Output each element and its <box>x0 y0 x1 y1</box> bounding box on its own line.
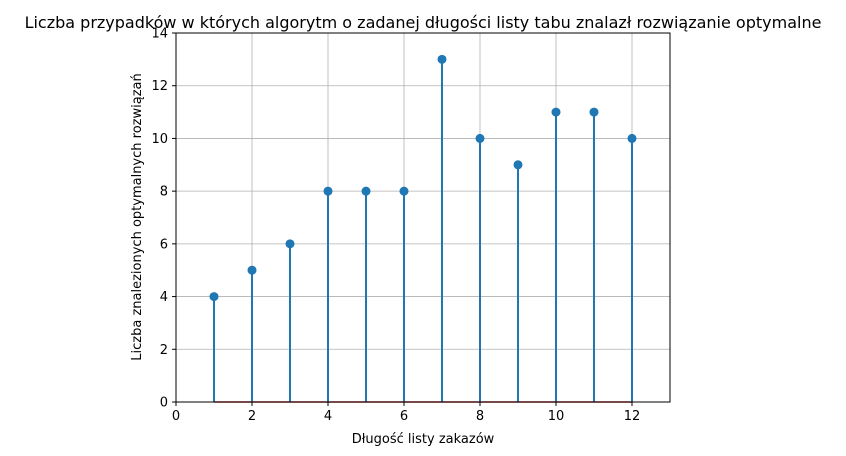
y-tick-label: 2 <box>160 343 168 358</box>
y-tick-label: 10 <box>151 132 168 147</box>
stem-marker <box>475 133 485 143</box>
y-tick-label: 8 <box>160 185 168 200</box>
stem-marker <box>627 133 637 143</box>
x-axis-ticks: 0 2 4 6 8 10 12 <box>172 402 640 424</box>
y-tick-label: 0 <box>160 396 168 411</box>
x-tick-label: 8 <box>476 409 484 424</box>
grid-lines <box>175 32 670 403</box>
stem-marker <box>361 186 371 196</box>
y-tick-label: 6 <box>160 237 168 252</box>
x-tick-label: 10 <box>548 409 565 424</box>
x-tick-label: 0 <box>172 409 180 424</box>
stem-marker <box>551 107 561 117</box>
stem-marker <box>247 265 257 275</box>
y-axis-ticks: 0 2 4 6 8 10 12 14 <box>151 27 176 411</box>
x-tick-label: 12 <box>624 409 641 424</box>
y-axis-label: Liczba znalezionych optymalnych rozwiąza… <box>130 73 145 360</box>
stem-marker <box>399 186 409 196</box>
x-axis-label: Długość listy zakazów <box>352 432 495 447</box>
y-tick-label: 4 <box>160 290 168 305</box>
stem-marker <box>513 160 523 170</box>
stem-marker <box>323 186 333 196</box>
plot-frame <box>175 32 671 403</box>
stem-marker <box>589 107 599 117</box>
y-tick-label: 14 <box>151 27 168 42</box>
stem-marker <box>209 292 219 302</box>
x-tick-label: 6 <box>400 409 408 424</box>
stem-marker <box>285 239 295 249</box>
chart-title: Liczba przypadków w których algorytm o z… <box>25 13 822 32</box>
stems <box>213 59 633 402</box>
x-tick-label: 2 <box>248 409 256 424</box>
stem-marker <box>437 54 447 64</box>
y-tick-label: 12 <box>151 79 168 94</box>
markers <box>209 54 637 302</box>
x-tick-label: 4 <box>324 409 332 424</box>
